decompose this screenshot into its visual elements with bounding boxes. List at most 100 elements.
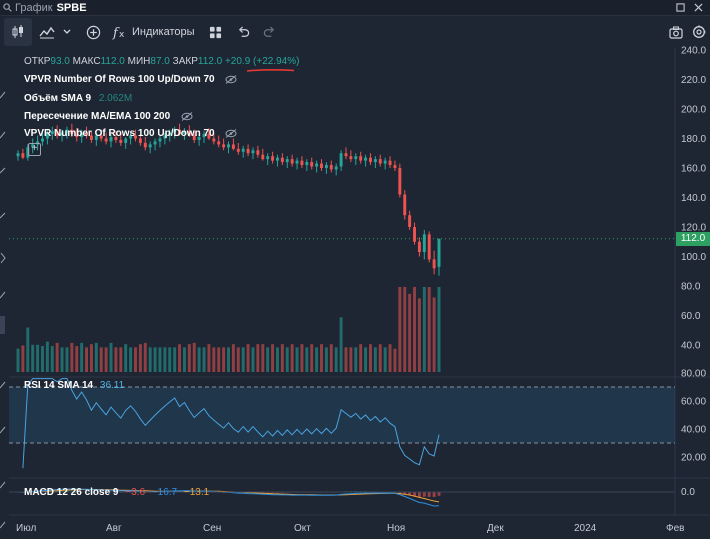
indicator-legend-0[interactable]: VPVR Number Of Rows 100 Up/Down 70 [24, 74, 237, 85]
volume-bar [173, 347, 177, 372]
indicators-icon: f x [112, 26, 125, 40]
indicators-button[interactable]: f x Индикаторы [112, 18, 196, 46]
rsi-legend[interactable]: RSI 14 SMA 14 36.11 [24, 380, 124, 391]
volume-bar [329, 344, 333, 372]
volume-bar [26, 327, 30, 372]
chart-type-button[interactable] [36, 18, 58, 46]
candle-body [21, 153, 25, 158]
time-axis[interactable]: Июл Авг Сен Окт Ноя Дек 2024 Фев [16, 523, 684, 534]
rsi-label: RSI 14 SMA 14 [24, 380, 94, 391]
candle-body [275, 157, 279, 161]
volume-bar [285, 347, 289, 372]
candle-body [408, 215, 412, 227]
low-label: МИН [127, 56, 151, 67]
volume-bar [334, 347, 338, 372]
volume-bar [143, 342, 147, 372]
price-axis[interactable]: 240.0 220.0 200.0 180.0 160.0 140.0 120.0 100.0… [681, 46, 706, 499]
high-value: 112.0 [100, 56, 125, 67]
volume-bar [271, 344, 275, 372]
price-tick-label: 180.0 [681, 134, 706, 145]
candle-body [109, 137, 113, 142]
candle-body [70, 129, 74, 135]
screenshot-button[interactable] [666, 18, 686, 46]
macd-histogram-bar [403, 492, 407, 495]
volume-bar [85, 347, 89, 372]
time-tick-label: Дек [487, 523, 504, 534]
layouts-button[interactable] [204, 18, 226, 46]
candle-body [373, 159, 377, 163]
volume-bar [99, 347, 103, 372]
candle-body [266, 156, 270, 160]
macd-histogram-bar [398, 492, 402, 494]
volume-bar [378, 344, 382, 372]
window-title-prefix: График [15, 1, 53, 14]
collapse-legend-button[interactable]: + [28, 143, 41, 156]
candle-body [378, 159, 382, 164]
chart-type-icon [39, 26, 55, 39]
volume-bar [202, 347, 206, 372]
add-compare-button[interactable] [82, 18, 104, 46]
candle-body [26, 147, 30, 158]
eye-off-icon[interactable] [181, 111, 193, 121]
rsi-band [9, 387, 675, 443]
volume-bar [153, 347, 157, 372]
candle-body [212, 138, 216, 142]
undo-button[interactable] [232, 18, 254, 46]
macd-legend[interactable]: MACD 12 26 close 9 −3.6 −16.7 −13.1 [24, 487, 209, 498]
time-tick-label: Окт [294, 523, 311, 534]
candle-body [202, 134, 206, 138]
close-label: ЗАКР [172, 56, 198, 67]
volume-bar [231, 344, 235, 372]
candle-body [65, 129, 69, 133]
candle-body [89, 135, 93, 140]
volume-bar [31, 344, 35, 372]
chart-settings-button[interactable] [689, 18, 709, 46]
volume-bar [324, 347, 328, 372]
search-icon[interactable] [3, 3, 12, 12]
indicator-legend-3[interactable]: VPVR Number Of Rows 100 Up/Down 70 [24, 128, 237, 139]
volume-bar [373, 347, 377, 372]
close-icon[interactable] [694, 3, 703, 12]
candle-body [134, 135, 137, 139]
candle-body [349, 156, 353, 160]
indicator-name: VPVR Number Of Rows 100 Up/Down 70 [24, 128, 215, 139]
volume-bar [21, 345, 25, 372]
rsi-tick-label: 20.00 [681, 453, 706, 464]
indicator-legend-2[interactable]: Пересечение MA/EMA 100 200 [24, 111, 193, 122]
svg-text:f: f [112, 26, 120, 40]
candle-body [334, 166, 338, 170]
candle-body [85, 132, 89, 136]
candle-body [329, 165, 333, 170]
volume-bar [251, 347, 255, 372]
volume-bar [368, 344, 372, 372]
rsi-pane [9, 378, 675, 469]
chart-grid [9, 48, 710, 516]
candle-body [324, 165, 328, 168]
macd-histogram-bar [408, 492, 412, 496]
time-tick-label: Июл [16, 523, 36, 534]
candle-body [207, 134, 211, 139]
maximize-icon[interactable] [676, 3, 685, 12]
candles-button[interactable] [4, 18, 32, 46]
candle-body [222, 144, 226, 148]
candle-body [227, 144, 230, 148]
volume-bar [305, 347, 309, 372]
volume-bar [227, 347, 230, 372]
candle-body [45, 134, 49, 139]
settings-icon [693, 25, 706, 38]
candle-body [178, 129, 182, 135]
drawing-toolbar-strip[interactable] [0, 48, 9, 539]
volume-bar [94, 342, 98, 372]
eye-off-icon[interactable] [225, 128, 237, 138]
candle-body [422, 234, 426, 253]
indicator-legend-1[interactable]: Объём SMA 9 2.062M [24, 93, 132, 104]
eye-off-icon[interactable] [225, 74, 237, 84]
chart-type-dropdown[interactable] [60, 18, 74, 46]
volume-bar [138, 344, 142, 372]
drawing-tool-icon[interactable] [0, 91, 6, 529]
candle-body [427, 234, 431, 260]
open-label: ОТКР [24, 56, 51, 67]
rsi-line [22, 378, 440, 469]
redo-button[interactable] [258, 18, 280, 46]
